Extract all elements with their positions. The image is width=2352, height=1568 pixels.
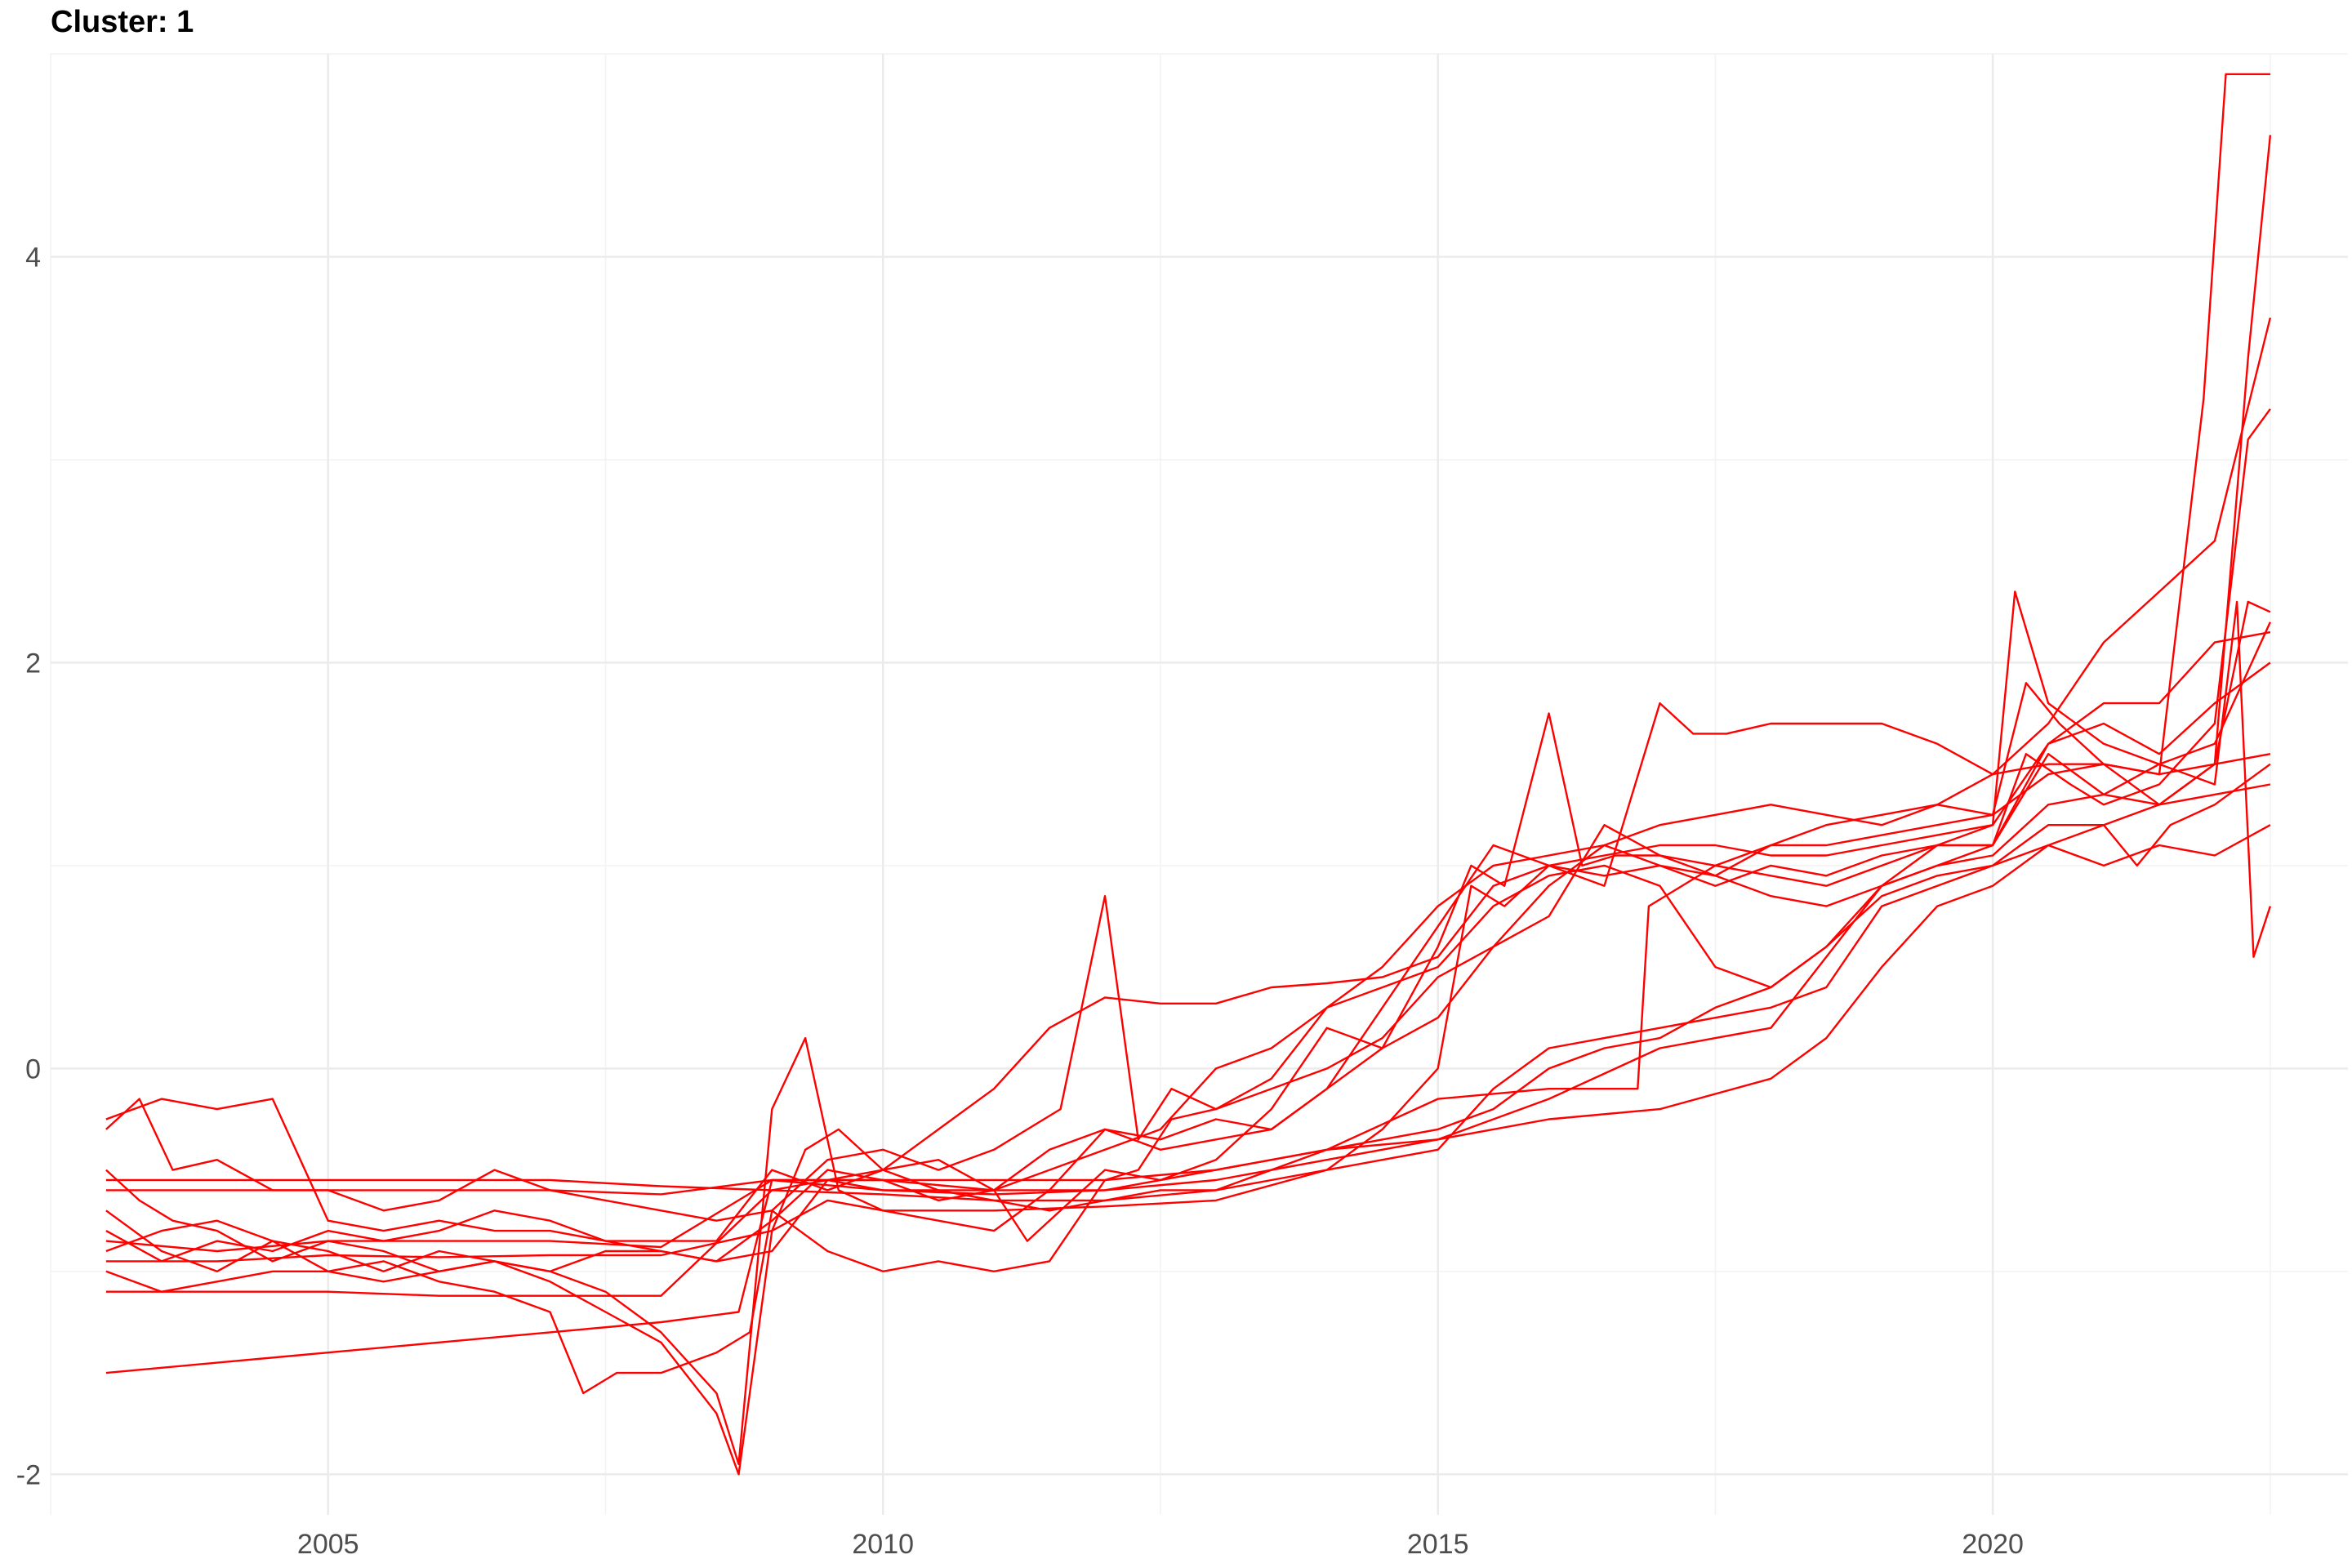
y-tick-label: 2 [25,648,41,679]
series-line-8 [105,682,2271,1263]
series-lines [105,73,2272,1476]
x-tick-label: 2020 [1962,1529,2024,1560]
series-line-13 [105,135,2272,1297]
series-line-9 [105,763,2271,1293]
x-tick-label: 2010 [852,1529,914,1560]
y-tick-label: 0 [25,1054,41,1085]
y-axis-ticks: -2 0 2 4 [16,242,41,1490]
grid [50,53,2348,1515]
y-tick-label: -2 [16,1459,41,1490]
series-line-5 [105,408,2271,1466]
x-tick-label: 2005 [297,1529,359,1560]
chart-title: Cluster: 1 [51,5,194,39]
x-tick-label: 2015 [1407,1529,1469,1560]
series-line-3 [105,783,2271,1196]
series-line-4 [105,630,2271,1202]
series-line-11 [105,317,2272,1222]
y-tick-label: 4 [25,242,41,273]
series-line-10 [105,600,2272,1253]
series-line-12 [105,73,2270,1263]
x-axis-ticks: 2005 2010 2015 2020 [297,1529,2024,1560]
series-line-7 [105,600,2271,1395]
series-line-1 [105,590,2271,1242]
series-line-2 [105,824,2271,1374]
